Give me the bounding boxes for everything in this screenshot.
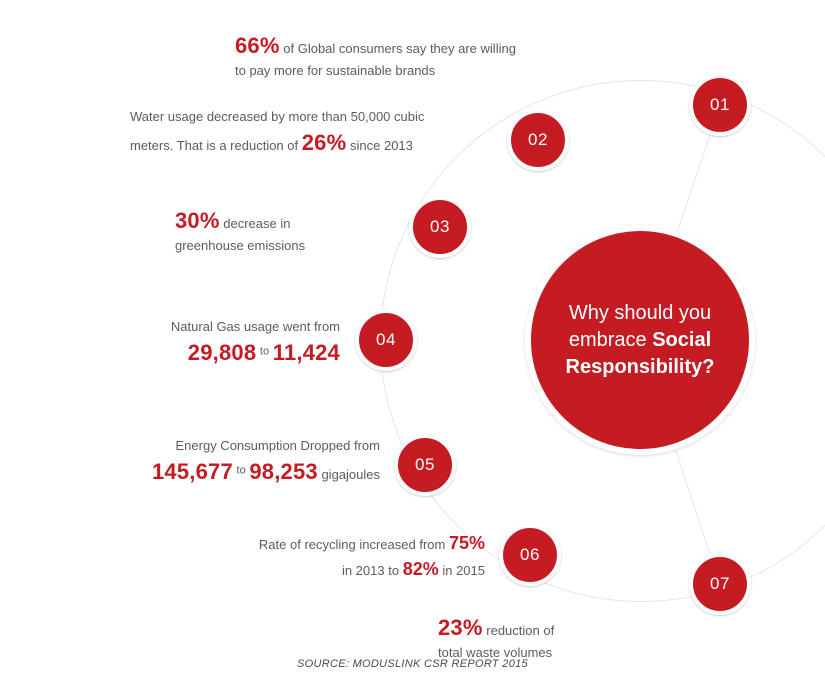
stat-05-to: to [237, 465, 246, 477]
stat-05-n2: 98,253 [249, 459, 318, 484]
center-text: Why should you embrace Social Responsibi… [540, 300, 741, 381]
center-circle: Why should you embrace Social Responsibi… [525, 225, 755, 455]
stat-02-a: Water usage decreased by more than 50,00… [130, 109, 424, 124]
source-line: SOURCE: MODUSLINK CSR REPORT 2015 [0, 658, 825, 670]
center-line1: Why should you [569, 302, 711, 324]
stat-06-n1: 75% [449, 533, 485, 553]
infographic-canvas: Why should you embrace Social Responsibi… [0, 0, 825, 681]
stat-05-unit: gigajoules [321, 467, 380, 482]
stat-01-big: 66% [235, 33, 280, 58]
stat-06-b: in 2013 to [342, 563, 399, 578]
stat-02: Water usage decreased by more than 50,00… [130, 108, 490, 159]
stat-05-n1: 145,677 [152, 459, 233, 484]
stat-01-b: to pay more for sustainable brands [235, 63, 435, 78]
stat-02-bpost: since 2013 [350, 138, 413, 153]
stat-01-a: of Global consumers say they are willing [283, 41, 516, 56]
node-02: 02 [507, 109, 569, 171]
node-06: 06 [499, 524, 561, 586]
stat-04-n1: 29,808 [188, 340, 257, 365]
stat-06: Rate of recycling increased from 75% in … [175, 530, 485, 582]
stat-04-n2: 11,424 [273, 340, 340, 365]
center-bold2: Responsibility? [566, 356, 715, 378]
stat-03-a: decrease in [223, 216, 290, 231]
node-01: 01 [689, 74, 751, 136]
stat-02-bpre: meters. That is a reduction of [130, 138, 298, 153]
stat-04-a: Natural Gas usage went from [171, 319, 340, 334]
stat-07: 23% reduction of total waste volumes [438, 612, 638, 663]
node-04: 04 [355, 309, 417, 371]
stat-07-a: reduction of [486, 623, 554, 638]
stat-03: 30% decrease in greenhouse emissions [175, 205, 395, 256]
node-07: 07 [689, 553, 751, 615]
stat-01: 66% of Global consumers say they are wil… [235, 30, 555, 81]
stat-02-big: 26% [302, 130, 347, 155]
stat-03-big: 30% [175, 208, 220, 233]
node-05: 05 [394, 434, 456, 496]
stat-03-b: greenhouse emissions [175, 238, 305, 253]
stat-06-c: in 2015 [442, 563, 485, 578]
node-03: 03 [409, 196, 471, 258]
stat-04-to: to [260, 346, 269, 358]
stat-07-big: 23% [438, 615, 483, 640]
center-line2: embrace [569, 329, 647, 351]
spoke-center-01 [677, 134, 711, 231]
spoke-center-07 [675, 449, 710, 555]
stat-04: Natural Gas usage went from 29,808 to 11… [90, 318, 340, 369]
stat-06-a: Rate of recycling increased from [259, 537, 445, 552]
stat-05-a: Energy Consumption Dropped from [176, 438, 381, 453]
stat-05: Energy Consumption Dropped from 145,677 … [70, 437, 380, 488]
stat-06-n2: 82% [403, 559, 439, 579]
center-bold1: Social [652, 329, 711, 351]
